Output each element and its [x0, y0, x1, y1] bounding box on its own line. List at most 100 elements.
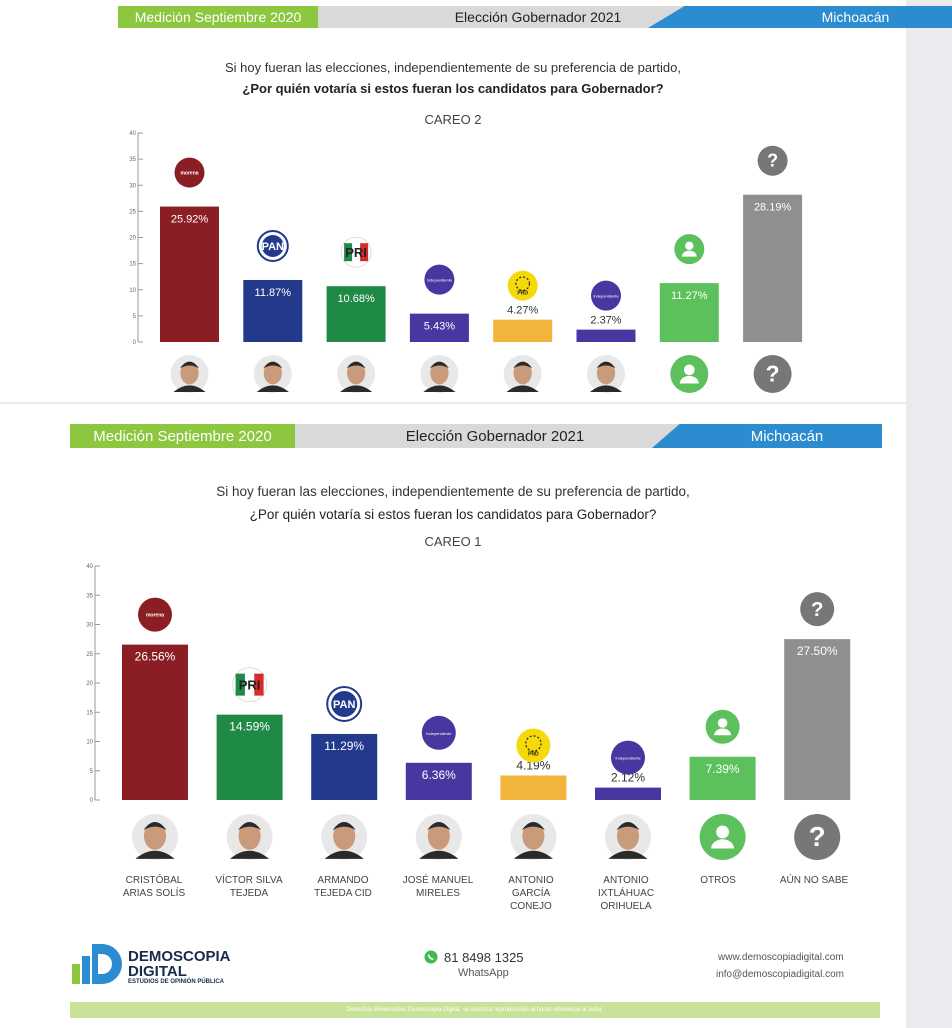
candidate-photo-4 [415, 814, 462, 860]
svg-text:PRD: PRD [528, 752, 539, 758]
svg-text:Independiente: Independiente [427, 278, 453, 283]
measurement-label: Medición Septiembre 2020 [118, 6, 318, 28]
bar-8 [784, 639, 851, 800]
candidate-photo-1 [170, 355, 209, 393]
demoscopia-logo-icon [72, 944, 122, 984]
data-label-6: 2.12% [611, 771, 645, 785]
y-tick-label: 25 [86, 652, 93, 658]
candidate-names: CRISTÓBAL ARIAS SOLÍS VÍCTOR SILVA TEJED… [0, 874, 906, 924]
copyright-bar: Derechos Reservados Demoscopia Digital, … [70, 1002, 880, 1018]
whatsapp-label: WhatsApp [458, 967, 509, 979]
header-bar: Medición Septiembre 2020 Elección Gobern… [118, 6, 952, 28]
party-icon-6: Independiente [611, 740, 645, 775]
careo-2-chart: 0 5 10 15 20 25 30 35 40 25.92% morena 11.87% PAN 10.… [129, 131, 803, 393]
y-tick-label: 0 [133, 340, 137, 346]
whatsapp-icon [424, 950, 438, 964]
bar-3 [311, 733, 378, 800]
svg-text:?: ? [767, 151, 778, 171]
party-icon-8: ? [757, 145, 788, 176]
data-label-8: 28.19% [754, 202, 792, 214]
y-tick-label: 30 [86, 623, 93, 629]
party-icon-5: PRD [507, 270, 538, 301]
y-tick-label: 5 [133, 314, 137, 320]
data-label-3: 10.68% [337, 293, 375, 305]
svg-text:morena: morena [180, 171, 198, 177]
brand-line-1: DEMOSCOPIA [128, 948, 231, 965]
party-icon-1: morena [138, 597, 172, 632]
careo-1-panel: Medición Septiembre 2020 Elección Gobern… [0, 404, 906, 1028]
bar-1 [122, 644, 188, 800]
bar-6 [576, 329, 636, 342]
y-tick-label: 10 [86, 740, 93, 746]
data-label-1: 26.56% [135, 650, 176, 664]
candidate-name-7: OTROS [700, 875, 736, 886]
question-line-2: ¿Por quién votaría si estos fueran los c… [242, 81, 664, 96]
candidate-photo-5 [503, 355, 542, 393]
phone-number[interactable]: 81 8498 1325 [444, 950, 524, 965]
y-tick-label: 30 [129, 183, 136, 189]
data-label-4: 5.43% [424, 321, 455, 333]
party-icon-8: ? [800, 592, 835, 627]
data-label-6: 2.37% [590, 315, 621, 327]
data-label-1: 25.92% [171, 214, 209, 226]
candidate-photo-5 [510, 814, 557, 860]
bar-3 [326, 286, 386, 342]
y-tick-label: 0 [90, 798, 94, 804]
bar-2 [216, 714, 283, 800]
y-tick-label: 35 [86, 593, 93, 599]
bar-7 [659, 283, 719, 342]
svg-text:PRD: PRD [517, 291, 528, 297]
data-label-2: 14.59% [229, 720, 270, 734]
brand-tagline: ESTUDIOS DE OPINIÓN PÚBLICA [128, 979, 225, 985]
bar-5 [500, 775, 567, 800]
candidate-name-3: ARMANDO TEJEDA CID [314, 875, 372, 899]
measurement-label-2: Medición Septiembre 2020 [70, 424, 295, 448]
party-icon-2: PAN [256, 229, 289, 262]
data-label-5: 4.19% [516, 758, 550, 772]
y-tick-label: 25 [129, 209, 136, 215]
svg-text:Independiente: Independiente [615, 756, 641, 761]
party-icon-7 [705, 709, 740, 744]
candidate-photo-6 [605, 814, 651, 860]
svg-text:Independiente: Independiente [426, 731, 452, 736]
state-label: Michoacán [648, 6, 952, 28]
bar-4 [405, 762, 472, 800]
header-bar-2: Medición Septiembre 2020 Elección Gobern… [70, 424, 882, 448]
svg-text:PAN: PAN [333, 699, 355, 711]
party-icon-4: Independiente [421, 715, 456, 750]
candidate-photo-2 [226, 814, 273, 860]
data-label-2: 11.87% [255, 287, 292, 299]
candidate-photo-4 [420, 355, 459, 393]
bar-4 [409, 313, 469, 342]
email-link[interactable]: info@demoscopiadigital.com [716, 969, 844, 980]
candidate-name-5: ANTONIO GARCÍA CONEJO [508, 875, 554, 912]
candidate-name-6: ANTONIO IXTLÁHUAC ORIHUELA [597, 875, 655, 912]
question-line-1b: Si hoy fueran las elecciones, independie… [216, 484, 690, 499]
svg-text:PRI: PRI [239, 678, 261, 693]
party-icon-2: PRI [232, 667, 268, 703]
party-icon-3: PRI [340, 236, 372, 268]
candidate-name-1: CRISTÓBAL ARIAS SOLÍS [122, 875, 186, 899]
party-icon-7 [674, 234, 705, 265]
y-tick-label: 40 [129, 131, 136, 137]
y-tick-label: 5 [90, 769, 94, 775]
website-link[interactable]: www.demoscopiadigital.com [718, 952, 844, 963]
y-tick-label: 20 [129, 236, 136, 242]
data-label-3: 11.29% [324, 739, 364, 753]
svg-text:?: ? [809, 821, 826, 852]
y-tick-label: 15 [86, 710, 93, 716]
candidate-photo-3 [321, 814, 368, 860]
careo-2-panel: Medición Septiembre 2020 Elección Gobern… [0, 0, 952, 402]
bar-8 [743, 194, 803, 342]
candidate-photo-1 [132, 814, 178, 860]
bar-1 [160, 206, 219, 342]
data-label-7: 11.27% [671, 290, 708, 302]
svg-text:Independiente: Independiente [593, 294, 619, 299]
svg-text:PRI: PRI [345, 245, 367, 260]
svg-text:?: ? [766, 361, 780, 387]
data-label-8: 27.50% [797, 644, 838, 658]
careo-2-title: CAREO 2 [424, 112, 482, 127]
y-tick-label: 15 [129, 262, 136, 268]
election-label-2: Elección Gobernador 2021 [295, 424, 695, 448]
state-label-2: Michoacán [652, 424, 882, 448]
